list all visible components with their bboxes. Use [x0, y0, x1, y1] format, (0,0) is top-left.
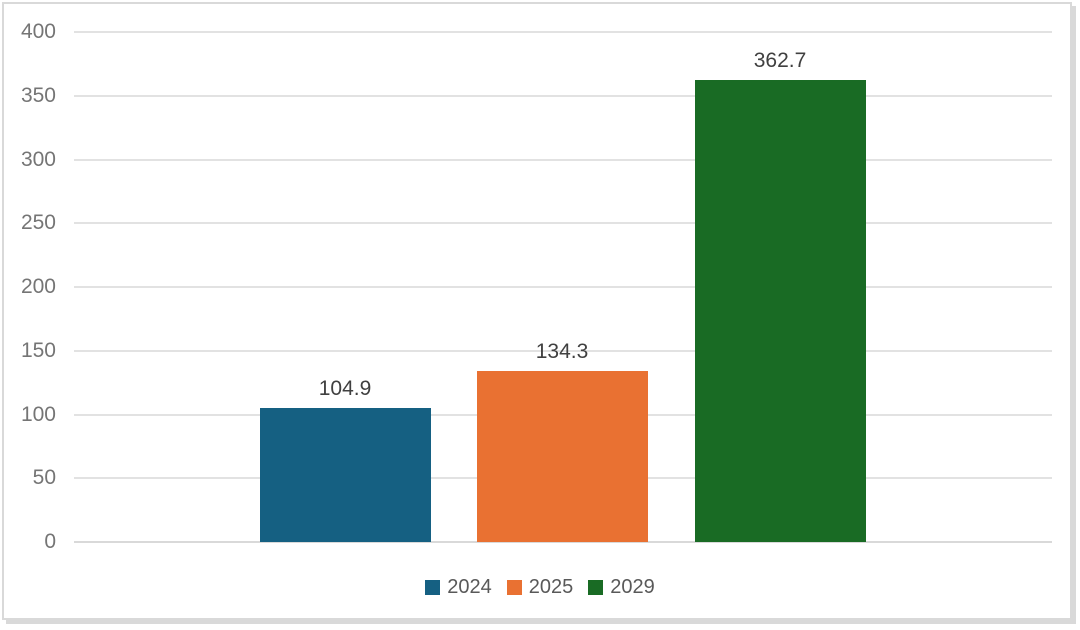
legend-label: 2024: [447, 576, 492, 598]
legend-swatch-icon: [506, 579, 522, 595]
legend-swatch-icon: [588, 579, 604, 595]
legend-label: 2029: [610, 576, 655, 598]
bar-value-label: 362.7: [753, 48, 807, 72]
gridline: [74, 31, 1052, 33]
gridline: [74, 222, 1052, 225]
y-tick-label: 400: [20, 20, 56, 43]
bar-2024: [259, 408, 431, 542]
legend-item-2025: 2025: [506, 576, 574, 598]
y-tick-label: 50: [32, 466, 56, 490]
gridline: [74, 349, 1052, 352]
bar-value-label: 104.9: [318, 377, 372, 401]
gridline: [74, 158, 1052, 161]
y-tick-label: 250: [20, 211, 56, 235]
bar-2025: [476, 370, 648, 542]
legend-item-2024: 2024: [425, 576, 492, 598]
gridline: [74, 94, 1052, 97]
legend-swatch-icon: [425, 579, 441, 595]
y-tick-label: 300: [20, 147, 56, 171]
legend-label: 2025: [528, 576, 574, 598]
chart-legend: 2024 2025 2029: [0, 576, 1080, 598]
axis-baseline: [74, 541, 1052, 543]
gridline: [74, 286, 1052, 288]
bar-value-label: 134.3: [535, 339, 589, 363]
y-tick-label: 200: [20, 275, 56, 298]
y-tick-label: 100: [20, 402, 56, 426]
y-tick-label: 0: [44, 530, 56, 553]
y-tick-label: 150: [20, 338, 56, 362]
bar-2029: [694, 79, 866, 542]
legend-item-2029: 2029: [588, 576, 655, 598]
y-tick-label: 350: [20, 83, 56, 107]
